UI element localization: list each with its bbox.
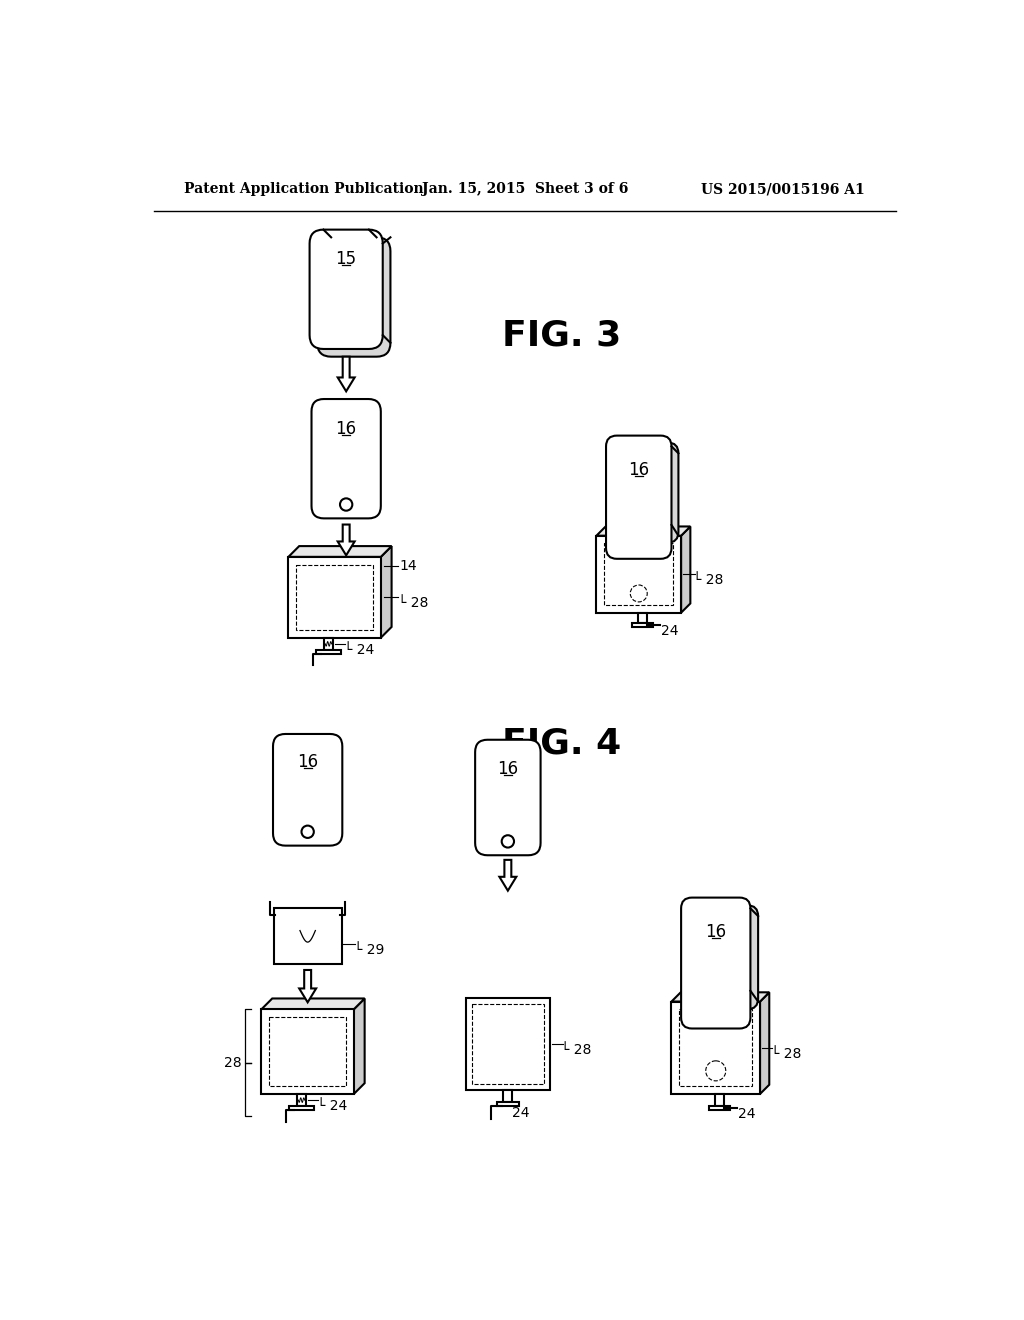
Bar [715, 1094, 724, 1106]
FancyBboxPatch shape [273, 734, 342, 846]
Text: └ 29: └ 29 [354, 942, 384, 957]
Bar [679, 1010, 753, 1086]
Text: └ 28: └ 28 [771, 1047, 801, 1061]
Polygon shape [596, 527, 690, 536]
Bar [709, 1106, 730, 1110]
Text: └ 24: └ 24 [316, 1100, 347, 1113]
FancyBboxPatch shape [681, 898, 751, 1028]
Text: 28: 28 [224, 1056, 242, 1069]
FancyBboxPatch shape [317, 238, 390, 356]
Text: 14: 14 [399, 560, 417, 573]
Text: └ 28: └ 28 [561, 1043, 592, 1057]
Polygon shape [381, 546, 391, 638]
Bar [297, 1094, 306, 1106]
Text: 15: 15 [336, 251, 356, 268]
Polygon shape [760, 993, 769, 1094]
Text: 16: 16 [336, 420, 356, 438]
Bar [466, 998, 550, 1090]
Bar [273, 908, 342, 964]
Bar [296, 565, 373, 630]
Text: └ 24: └ 24 [344, 643, 374, 657]
Polygon shape [672, 993, 769, 1002]
FancyBboxPatch shape [606, 436, 672, 558]
Text: 16: 16 [297, 752, 318, 771]
Polygon shape [500, 859, 516, 891]
Bar [289, 1106, 313, 1110]
Bar [503, 1090, 512, 1102]
Bar [316, 649, 341, 653]
Polygon shape [289, 546, 391, 557]
Text: 24: 24 [512, 1106, 529, 1121]
FancyBboxPatch shape [613, 442, 679, 543]
Bar [289, 557, 381, 638]
Bar [269, 1016, 346, 1086]
Polygon shape [681, 527, 690, 612]
Text: Jan. 15, 2015  Sheet 3 of 6: Jan. 15, 2015 Sheet 3 of 6 [422, 182, 628, 197]
Text: └ 28: └ 28 [397, 597, 428, 610]
Text: 16: 16 [498, 759, 518, 777]
Bar [324, 638, 333, 649]
FancyBboxPatch shape [309, 230, 383, 348]
Bar [672, 1002, 760, 1094]
Bar [472, 1003, 544, 1084]
Text: 24: 24 [738, 1107, 756, 1121]
Text: 16: 16 [706, 923, 726, 941]
Polygon shape [338, 524, 354, 556]
Bar [261, 1010, 354, 1094]
Text: Patent Application Publication: Patent Application Publication [184, 182, 424, 197]
Text: US 2015/0015196 A1: US 2015/0015196 A1 [701, 182, 865, 197]
Polygon shape [261, 998, 365, 1010]
Text: 24: 24 [662, 624, 679, 638]
Polygon shape [338, 356, 354, 391]
Text: FIG. 4: FIG. 4 [502, 726, 622, 760]
Bar [604, 544, 674, 605]
Bar [497, 1102, 518, 1106]
Bar [596, 536, 681, 612]
FancyBboxPatch shape [311, 399, 381, 519]
FancyBboxPatch shape [689, 906, 758, 1010]
Polygon shape [354, 998, 365, 1094]
Text: FIG. 3: FIG. 3 [502, 318, 622, 352]
Bar [638, 612, 647, 623]
Text: 16: 16 [628, 461, 649, 479]
Polygon shape [299, 970, 316, 1002]
FancyBboxPatch shape [475, 739, 541, 855]
Bar [632, 623, 653, 627]
Text: └ 28: └ 28 [693, 573, 724, 587]
